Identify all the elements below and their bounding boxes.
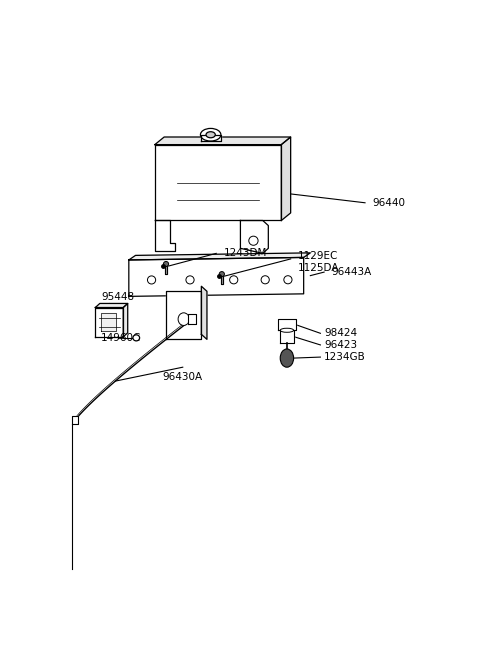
Polygon shape [188,314,196,324]
Polygon shape [201,135,221,141]
Text: 1243DM: 1243DM [224,248,267,258]
Text: 96443A: 96443A [332,267,372,277]
Ellipse shape [229,276,238,284]
Polygon shape [278,319,296,330]
Polygon shape [96,304,128,307]
Polygon shape [155,145,281,221]
Text: 14960C: 14960C [101,333,141,343]
Ellipse shape [163,261,168,267]
Polygon shape [123,304,128,337]
Text: 1129EC
1125DA: 1129EC 1125DA [298,251,339,273]
Ellipse shape [249,236,258,245]
Polygon shape [165,265,167,273]
Ellipse shape [186,276,194,284]
Ellipse shape [201,128,221,141]
Text: 96423: 96423 [324,340,357,350]
Text: 96440: 96440 [372,198,406,208]
Text: 95448: 95448 [101,292,134,302]
Text: 1234GB: 1234GB [324,352,366,362]
Ellipse shape [219,271,225,277]
Polygon shape [240,221,268,254]
Ellipse shape [206,131,216,138]
Polygon shape [281,137,290,221]
Circle shape [280,349,294,367]
Ellipse shape [133,335,140,341]
Polygon shape [280,330,294,343]
Text: 98424: 98424 [324,328,357,338]
Ellipse shape [178,313,189,325]
Ellipse shape [147,276,156,284]
Text: 96430A: 96430A [163,373,203,382]
Ellipse shape [261,276,269,284]
Polygon shape [155,137,290,145]
Polygon shape [96,307,123,337]
Ellipse shape [280,328,294,332]
Polygon shape [101,313,116,330]
Ellipse shape [284,276,292,284]
Polygon shape [129,253,311,260]
Polygon shape [202,286,207,340]
Polygon shape [221,275,223,284]
Polygon shape [72,417,78,424]
Polygon shape [129,258,304,296]
Polygon shape [166,291,202,340]
Polygon shape [155,221,175,251]
